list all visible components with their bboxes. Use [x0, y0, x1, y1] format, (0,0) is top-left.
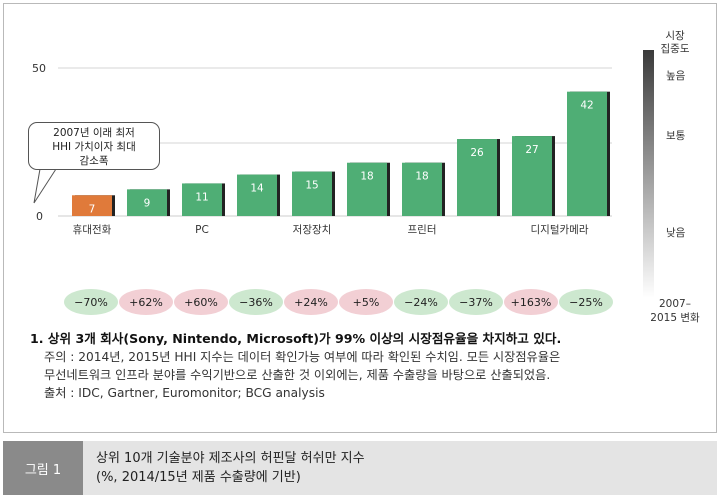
change-pill	[174, 289, 228, 315]
concentration-scale-bar	[643, 50, 654, 298]
change-value-label: −36%	[239, 296, 273, 309]
scale-low-label: 낮음	[666, 227, 686, 239]
change-value-label: −70%	[74, 296, 108, 309]
change-value-label: +60%	[184, 296, 218, 309]
bar-value-label: 14	[250, 183, 264, 195]
bar-value-label: 18	[360, 171, 373, 183]
bar	[127, 189, 167, 216]
bar	[402, 162, 442, 216]
chart-notes: 1. 상위 3개 회사(Sony, Nintendo, Microsoft)가 …	[30, 330, 670, 402]
notes-line-2: 무선네트워크 인프라 분야를 수익기반으로 산출한 것 이외에는, 제품 수출량…	[44, 368, 551, 382]
bar-value-label: 9	[144, 197, 151, 209]
change-value-label: −37%	[459, 296, 493, 309]
x-category-label: 저장장치	[293, 224, 332, 236]
bar-value-label: 27	[525, 144, 538, 156]
change-value-label: +5%	[353, 296, 380, 309]
bar	[347, 162, 387, 216]
bar	[237, 174, 277, 216]
bar-value-label: 7	[89, 203, 96, 215]
scale-mid-label: 보통	[666, 130, 686, 142]
change-label-line-2: 2015 변화	[650, 312, 700, 324]
change-pill	[229, 289, 283, 315]
change-value-label: −24%	[404, 296, 438, 309]
change-pill	[504, 289, 558, 315]
annotation-line-2: HHI 가치이자 최대	[52, 141, 136, 153]
bar-value-label: 15	[305, 180, 318, 192]
change-pill	[284, 289, 338, 315]
scale-title-line-2: 집중도	[660, 43, 690, 55]
change-value-label: −25%	[569, 296, 603, 309]
annotation-line-1: 2007년 이래 최저	[53, 127, 135, 139]
bar-value-label: 11	[195, 191, 208, 203]
bar-value-label: 26	[470, 147, 484, 159]
caption-line-2: (%, 2014/15년 제품 수출량에 기반)	[96, 470, 301, 485]
change-value-label: +62%	[129, 296, 163, 309]
scale-title: 시장 집중도	[655, 30, 695, 56]
bar	[292, 171, 332, 216]
change-period-label: 2007– 2015 변화	[645, 297, 705, 325]
figure-tag: 그림 1	[3, 441, 83, 495]
change-value-label: +24%	[294, 296, 328, 309]
x-category-label: 디지털카메라	[531, 224, 589, 236]
bar	[512, 136, 552, 216]
bar-value-label: 42	[580, 100, 593, 112]
figure-frame	[3, 3, 717, 433]
figure-caption: 그림 1 상위 10개 기술분야 제조사의 허핀달 허쉬만 지수 (%, 201…	[3, 441, 717, 495]
annotation-line-3: 감소폭	[79, 155, 109, 167]
bar	[567, 91, 607, 216]
scale-title-line-1: 시장	[665, 30, 685, 42]
notes-title: 1. 상위 3개 회사(Sony, Nintendo, Microsoft)가 …	[30, 331, 562, 346]
y-tick-label: 50	[32, 62, 46, 75]
bar	[72, 195, 112, 216]
bar	[182, 183, 222, 216]
change-value-label: +163%	[511, 296, 552, 309]
scale-high-label: 높음	[666, 70, 686, 82]
notes-line-1: 주의 : 2014년, 2015년 HHI 지수는 데이터 확인가능 여부에 따…	[44, 350, 561, 364]
caption-text: 상위 10개 기술분야 제조사의 허핀달 허쉬만 지수 (%, 2014/15년…	[96, 449, 365, 487]
change-pill	[449, 289, 503, 315]
bar-value-label: 18	[415, 171, 428, 183]
callout-pointer	[33, 168, 57, 204]
change-pill	[394, 289, 448, 315]
y-tick-label: 0	[36, 210, 43, 223]
change-pill	[64, 289, 118, 315]
bar-chart: 50 0 7 9 11 14 15 18 18 26 27 42 휴대전화 PC 저장장치 프린터 디지털카메…	[32, 50, 654, 315]
change-pill	[119, 289, 173, 315]
caption-line-1: 상위 10개 기술분야 제조사의 허핀달 허쉬만 지수	[96, 451, 365, 466]
x-category-label: 프린터	[408, 224, 437, 236]
x-category-label: PC	[195, 224, 209, 236]
change-pill	[339, 289, 393, 315]
x-category-label: 휴대전화	[73, 224, 112, 236]
annotation-callout: 2007년 이래 최저 HHI 가치이자 최대 감소폭	[28, 122, 160, 170]
change-pill	[559, 289, 613, 315]
notes-source: 출처 : IDC, Gartner, Euromonitor; BCG anal…	[44, 386, 325, 400]
change-label-line-1: 2007–	[659, 298, 691, 310]
bar	[457, 139, 497, 216]
